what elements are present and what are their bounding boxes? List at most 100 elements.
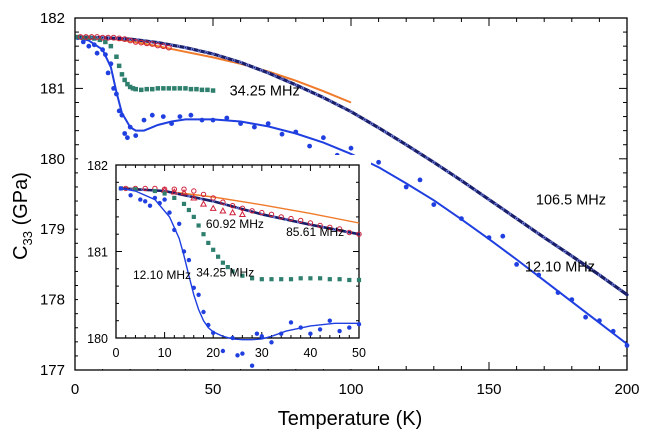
inset-series-12-10-mhz-point	[162, 197, 167, 202]
inset-series-106-5-mhz-point	[236, 206, 239, 210]
series-12-10-mhz-point	[105, 70, 111, 76]
inset-series-34-25-mhz-point	[133, 187, 138, 192]
inset-series-60-92-mhz-point	[170, 188, 178, 195]
series-12-10-mhz-point	[555, 290, 561, 295]
inset-series-12-10-mhz-point	[220, 348, 226, 354]
series-106-5-mhz-point	[335, 103, 339, 107]
series-12-10-mhz-point	[133, 133, 139, 139]
inset-series-34-25-mhz-point	[240, 273, 245, 278]
inset-series-85-61-mhz-point	[307, 220, 314, 226]
inset-annotation-34-25-mhz: 34.25 MHz	[196, 266, 254, 280]
series-34-25-mhz-point	[177, 86, 183, 91]
series-85-61-mhz-point	[83, 34, 89, 40]
inset-series-34-25-mhz	[118, 186, 362, 283]
inset-series-34-25-mhz-point	[206, 240, 211, 245]
series-106-5-mhz-point	[301, 86, 305, 90]
inset-series-12-10-mhz-point	[269, 340, 274, 345]
inset-series-106-5-mhz-point	[199, 197, 203, 200]
series-85-61-mhz-point	[88, 34, 95, 40]
series-106-5-mhz-point	[342, 106, 346, 110]
series-106-5-mhz-point	[211, 52, 215, 56]
series-106-5-mhz-point	[473, 188, 477, 192]
inset-series-85-61-mhz-point	[171, 186, 178, 192]
x-tick-label-0: 0	[71, 381, 79, 398]
inset-annotation-60-92-mhz: 60.92 MHz	[206, 217, 264, 231]
inset-series-85-61-mhz-point	[317, 222, 323, 229]
series-85-61-mhz-point	[138, 39, 145, 46]
x-axis-title: Temperature (K)	[278, 408, 423, 430]
inset-series-85-61-mhz-point	[259, 209, 265, 216]
inset-series-34-25-mhz-point	[172, 195, 177, 200]
series-12-10-mhz-point	[252, 124, 257, 130]
series-106-5-mhz-point	[308, 89, 312, 93]
series-12-10-mhz-point	[224, 115, 230, 121]
y-axis-title: C33 (GPa)	[10, 172, 35, 260]
series-12-10-mhz-point	[188, 112, 194, 118]
y-tick-label-180: 180	[40, 151, 65, 168]
inset-x-tick-label-40: 40	[303, 346, 317, 360]
inset-series-34-25-mhz-point	[356, 277, 362, 283]
series-12-10-mhz-point	[119, 112, 125, 118]
inset-series-12-10-mhz-point	[191, 285, 196, 290]
series-106-5-mhz-point	[611, 283, 615, 287]
series-12-10-mhz-fit	[77, 36, 628, 345]
inset-series-34-25-mhz-point	[201, 232, 206, 237]
inset-series-12-10-mhz-point	[317, 327, 323, 332]
series-12-10-mhz-point	[610, 328, 616, 334]
inset-series-85-61-mhz-point	[142, 185, 148, 192]
inset-series-34-25-mhz-point	[196, 223, 201, 228]
series-106-5-mhz-point	[542, 236, 546, 240]
inset-series-106-5-mhz-point	[284, 218, 288, 221]
series-12-10-mhz-point	[94, 50, 100, 56]
inset-series-12-10-mhz-point	[356, 322, 362, 327]
series-34-25-mhz-point	[92, 36, 97, 41]
series-106-5-mhz-point	[597, 273, 601, 277]
y-axis-title-subscript: 33	[20, 231, 35, 245]
inset-series-34-25-mhz-point	[181, 201, 187, 206]
series-106-5-mhz-point	[515, 217, 519, 221]
inset-series-85-61-mhz-point	[336, 226, 343, 232]
series-34-25-mhz-point	[172, 86, 177, 91]
inset-series-12-10-mhz-point	[249, 363, 255, 368]
inset-series-12-10-mhz-point	[196, 292, 201, 297]
inset-series-85-61-mhz-point	[356, 231, 362, 237]
series-34-25-mhz-point	[155, 86, 161, 91]
series-12-10-mhz-point	[103, 52, 108, 57]
annotation-106-5-mhz: 106.5 MHz	[536, 193, 606, 209]
series-12-10-mhz-point	[86, 43, 92, 49]
inset-series-85-61-mhz	[123, 185, 362, 237]
series-34-25-mhz-point	[188, 86, 194, 92]
series-34-25-mhz-point	[108, 43, 114, 49]
inset-series-106-5-mhz-point	[187, 194, 191, 198]
series-12-10-mhz-point	[431, 202, 437, 208]
inset-series-106-5-mhz-point	[272, 215, 276, 219]
series-106-5-mhz-point	[266, 71, 270, 75]
inset-y-tick-label-182: 182	[87, 159, 108, 173]
inset-series-85-61-mhz-point	[239, 205, 246, 212]
series-106-5-mhz-point	[508, 212, 512, 216]
series-34-25-mhz-point	[166, 86, 172, 91]
inset-series-12-10-mhz-point	[254, 331, 260, 336]
inset-axes: 0 10 20 30 40 50 180 181 182	[87, 159, 366, 360]
inset-series-60-92-mhz-point	[180, 188, 188, 196]
inset-series-60-92-mhz	[161, 186, 246, 217]
series-106-5-mhz-point	[218, 54, 222, 58]
inset-series-85-61-mhz-point	[298, 217, 304, 224]
series-106-5-mhz-point	[528, 226, 532, 230]
y-tick-label-177: 177	[40, 362, 65, 379]
inset-series-12-10-mhz-point	[201, 309, 206, 315]
series-12-10-mhz-point	[108, 61, 114, 67]
series-12-10-mhz-point	[127, 124, 133, 130]
inset-series-34-25-mhz-point	[347, 277, 352, 283]
series-106-5-mhz-point	[397, 139, 401, 143]
series-106-5-mhz-point	[377, 126, 381, 130]
y-tick-label-178: 178	[40, 292, 65, 309]
series-106-5-mhz-point	[204, 50, 208, 54]
series-85-61-mhz-point	[94, 34, 100, 40]
series-85-61-mhz-point	[116, 35, 123, 42]
series-106-5-mhz-point	[273, 74, 277, 78]
series-106-5-mhz-point	[252, 66, 256, 70]
series-106-5-mhz-point	[425, 156, 429, 160]
inset-series-12-10-mhz-point	[308, 331, 313, 336]
inset-series-85-61-mhz-point	[191, 188, 197, 194]
